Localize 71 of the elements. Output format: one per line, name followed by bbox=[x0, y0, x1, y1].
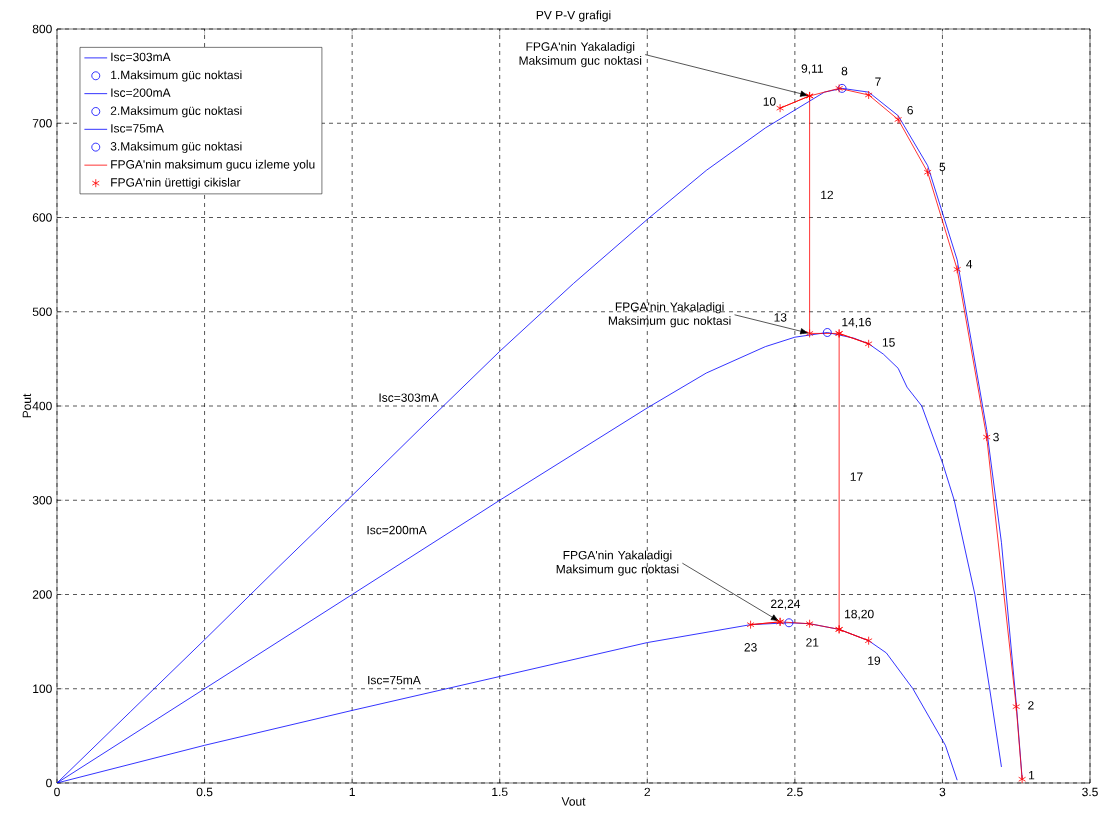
point bbox=[837, 83, 847, 93]
annotation: 15 bbox=[882, 338, 895, 347]
annotation: 8 bbox=[841, 66, 848, 76]
point bbox=[1018, 774, 1026, 784]
annotation: 12 bbox=[821, 190, 834, 200]
y-tick-label: 600 bbox=[32, 213, 52, 222]
point bbox=[776, 103, 784, 113]
y-tick-label: 400 bbox=[32, 401, 52, 411]
x-tick-label: 0 bbox=[54, 787, 60, 797]
chart-title: PV P-V grafigi bbox=[536, 10, 611, 22]
annotation: 1 bbox=[1029, 771, 1035, 780]
point bbox=[864, 90, 873, 100]
legend-label: FPGA'nin ürettigi cikislar bbox=[111, 177, 241, 190]
annotation: 22,24 bbox=[771, 599, 801, 610]
y-tick-label: 100 bbox=[33, 684, 52, 694]
point bbox=[864, 339, 873, 349]
annotation: 3 bbox=[993, 432, 999, 442]
annotation: 17 bbox=[850, 472, 863, 481]
y-tick-label: 0 bbox=[46, 778, 52, 788]
x-tick-label: 1 bbox=[349, 787, 355, 796]
annotation: FPGA'nin Yakaladigi Maksimum guc noktasi bbox=[519, 41, 642, 68]
annotation: 2 bbox=[1028, 701, 1034, 710]
x-tick-label: 2.5 bbox=[787, 787, 803, 797]
annotation: 6 bbox=[907, 105, 913, 115]
annotation: 13 bbox=[774, 313, 787, 322]
annotation: 19 bbox=[868, 656, 881, 665]
annotation: 7 bbox=[875, 77, 881, 86]
point bbox=[746, 620, 755, 630]
legend-label: Isc=75mA bbox=[111, 124, 164, 133]
x-tick-label: 1.5 bbox=[492, 787, 508, 797]
point bbox=[982, 432, 991, 442]
point bbox=[894, 115, 903, 124]
x-axis-title: Vout bbox=[561, 797, 586, 806]
legend-label: FPGA'nin maksimum gucu izleme yolu bbox=[111, 159, 315, 171]
x-tick-label: 3 bbox=[939, 787, 946, 797]
legend-label: Isc=200mA bbox=[111, 88, 171, 97]
annotation: 14,16 bbox=[842, 317, 871, 328]
point bbox=[953, 264, 962, 274]
y-tick-label: 800 bbox=[32, 24, 52, 34]
legend-label: 1.Maksimum güc noktasi bbox=[111, 70, 242, 82]
point bbox=[864, 636, 873, 646]
x-tick-label: 3.5 bbox=[1082, 787, 1098, 797]
annotation: 18,20 bbox=[845, 609, 874, 620]
annotation: 9,11 bbox=[801, 64, 823, 75]
legend-label: Isc=303mA bbox=[111, 52, 171, 62]
annotation: Isc=75mA bbox=[368, 675, 421, 685]
x-tick-label: 0.5 bbox=[196, 787, 213, 797]
point bbox=[805, 619, 814, 629]
legend-label: 2.Maksimum güc noktasi bbox=[110, 106, 242, 118]
x-tick-label: 2 bbox=[644, 787, 651, 797]
point bbox=[822, 328, 832, 337]
annotation: FPGA'nin Yakaladigi Maksimum guc noktasi bbox=[556, 550, 679, 576]
annotation: Isc=303mA bbox=[379, 393, 439, 402]
annotation: 10 bbox=[763, 97, 776, 106]
annotation: 21 bbox=[806, 638, 819, 647]
point bbox=[835, 83, 843, 93]
point bbox=[1012, 702, 1021, 712]
y-axis-title: Pout bbox=[22, 393, 32, 418]
legend-label: 3.Maksimum güc noktasi bbox=[110, 141, 242, 153]
point bbox=[784, 618, 794, 628]
annotation: 4 bbox=[966, 259, 973, 269]
annotation: Isc=200mA bbox=[367, 525, 427, 535]
annotation: 5 bbox=[939, 162, 946, 172]
annotation: 23 bbox=[744, 643, 757, 652]
point bbox=[805, 329, 814, 338]
point bbox=[923, 167, 932, 177]
y-tick-label: 500 bbox=[32, 307, 52, 317]
y-tick-label: 200 bbox=[32, 590, 52, 599]
y-tick-label: 300 bbox=[32, 496, 52, 505]
y-tick-label: 700 bbox=[32, 119, 52, 128]
annotation: FPGA'nin Yakaladigi Maksimum guc noktasi bbox=[608, 302, 731, 328]
